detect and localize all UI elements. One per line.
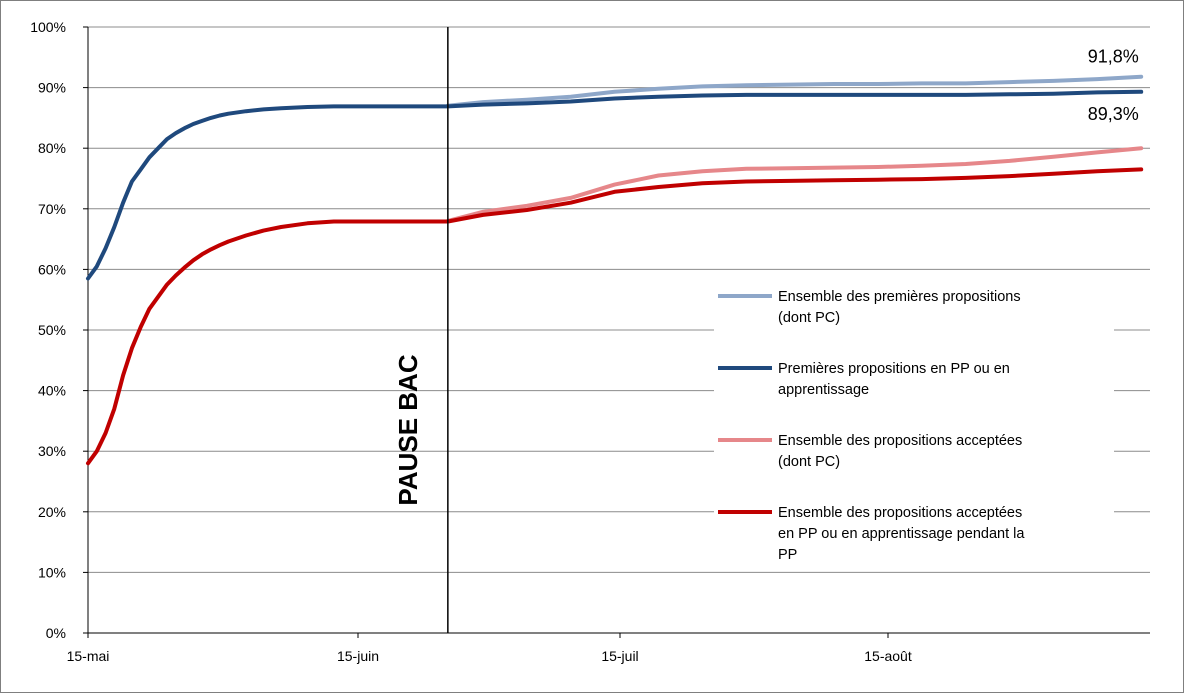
legend-label-line: (dont PC) [778,310,840,326]
legend-label-line: (dont PC) [778,454,840,470]
legend-label-line: Premières propositions en PP ou en [778,361,1010,377]
y-tick-label: 60% [38,261,66,277]
series-line-2 [86,89,1144,281]
y-tick-label: 100% [30,19,66,35]
y-tick-label: 90% [38,80,66,96]
legend-label-line: apprentissage [778,382,869,398]
legend-entry-bg [714,356,1114,406]
legend-label: Premières propositions en PP ou en appren… [778,361,1010,398]
legend-label-line: Ensemble des propositions acceptées [778,505,1022,521]
y-tick-label: 30% [38,443,66,459]
series-line-4 [86,167,1144,466]
axes: 0% 10% 20% 30% 40% 50% 60% 70% 80% 90% 100% 15-mai 1… [30,19,1150,664]
legend-label: Ensemble des propositions acceptées (dont… [778,433,1022,470]
legend-entry-bg [714,284,1114,334]
legend-label-line: Ensemble des premières propositions [778,289,1021,305]
legend-label: Ensemble des premières propositions (dont… [778,289,1021,326]
y-tick-label: 20% [38,504,66,520]
legend-entry-bg [714,500,1114,571]
legend: Ensemble des premières propositions (dont… [714,284,1114,571]
legend-entry-bg [714,428,1114,478]
pause-label: PAUSE BAC [393,354,423,505]
y-tick-label: 50% [38,322,66,338]
y-tick-label: 70% [38,201,66,217]
x-tick-label: 15-mai [67,648,110,664]
legend-label-line: en PP ou en apprentissage pendant la [778,526,1025,542]
legend-label-line: PP [778,547,797,563]
y-tick-label: 40% [38,383,66,399]
y-tick-label: 0% [46,625,66,641]
legend-label: Ensemble des propositions acceptées en PP… [778,505,1025,563]
x-tick-label: 15-juil [601,648,638,664]
y-tick-label: 10% [38,564,66,580]
y-tick-label: 80% [38,140,66,156]
series-lines: 91,8% 89,3% [86,47,1144,466]
series-line-1 [445,74,1144,108]
legend-label-line: Ensemble des propositions acceptées [778,433,1022,449]
pause-annotation: PAUSE BAC [393,27,449,633]
gridlines [88,26,1150,573]
series-line-3 [445,146,1144,223]
series-end-label: 91,8% [1088,47,1139,67]
x-tick-label: 15-juin [337,648,379,664]
series-end-label: 89,3% [1088,104,1139,124]
x-tick-label: 15-août [864,648,912,664]
